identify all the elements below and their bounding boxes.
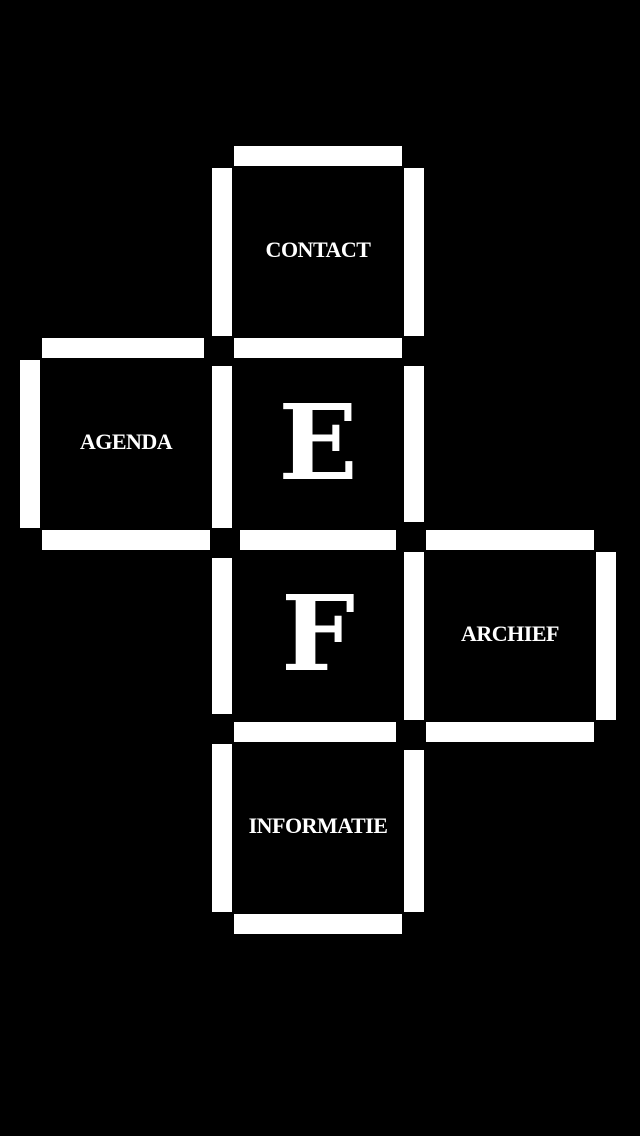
f-border-bottom [234,722,396,742]
informatie-border-bottom [234,914,402,934]
archief-border-top [426,530,594,550]
contact-border-right [404,168,424,336]
informatie-border-right [404,750,424,912]
f-border-left [212,558,232,714]
contact-border-left [212,168,232,336]
nav-link-contact[interactable]: CONTACT [265,237,371,262]
e-border-right [404,366,424,522]
archief-border-right [596,552,616,720]
logo-letter-e: E [278,381,358,504]
contact-border-top [234,146,402,166]
logo-letter-f: F [281,572,355,695]
agenda-border-bottom [42,530,210,550]
e-f-divider [240,530,396,550]
f-border-right [404,552,424,720]
nav-link-agenda[interactable]: AGENDA [79,429,173,454]
nav-link-archief[interactable]: ARCHIEF [461,621,559,646]
e-border-left [212,366,232,528]
agenda-border-top [42,338,204,358]
informatie-border-left [212,744,232,912]
contact-border-bottom [234,338,402,358]
nav-link-informatie[interactable]: INFORMATIE [248,813,388,838]
agenda-border-left [20,360,40,528]
archief-border-bottom [426,722,594,742]
